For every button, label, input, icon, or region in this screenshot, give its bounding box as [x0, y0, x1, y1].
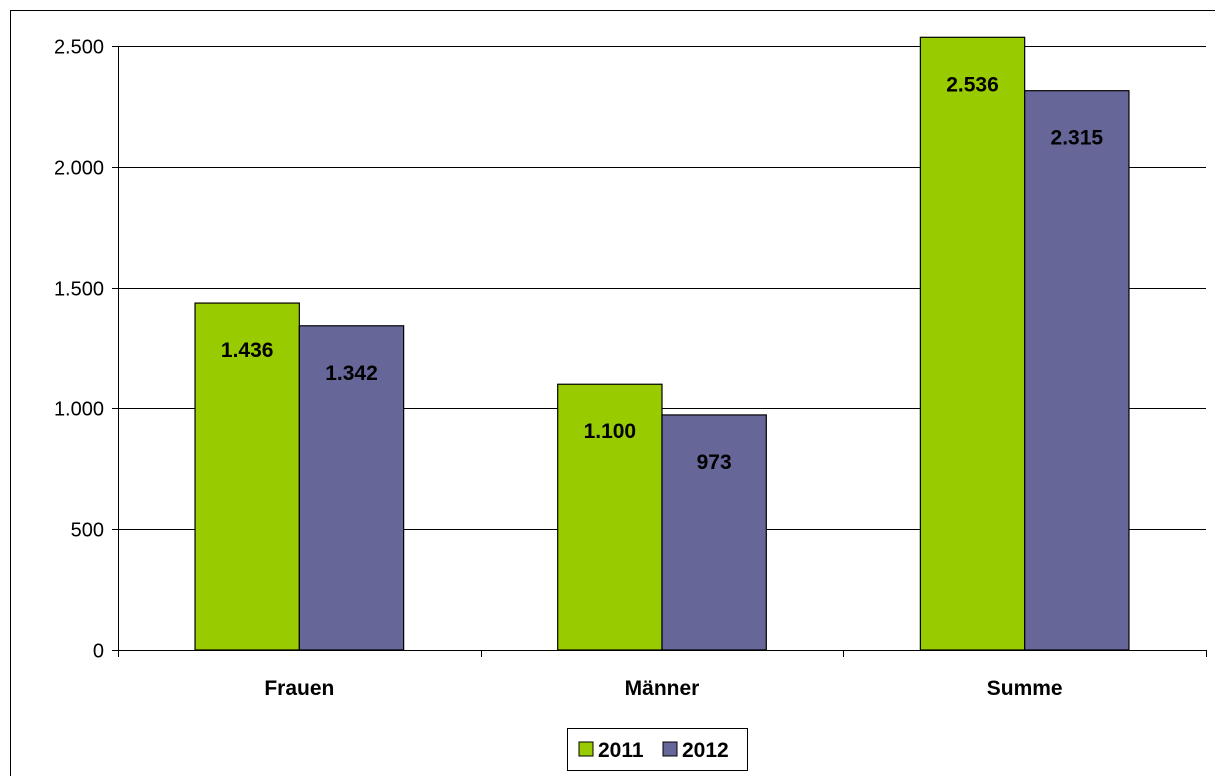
- x-category-label: Männer: [625, 677, 700, 700]
- data-label: 1.342: [325, 362, 378, 385]
- data-label: 973: [697, 451, 732, 474]
- bar-2011-2: [920, 37, 1024, 650]
- y-tick-label: 1.500: [54, 279, 104, 301]
- data-label: 2.536: [946, 73, 999, 96]
- legend-swatch: [579, 742, 593, 756]
- legend-label: 2012: [682, 739, 729, 762]
- bar-2012-2: [1025, 91, 1129, 650]
- y-tick-label: 0: [93, 641, 104, 663]
- legend: 2011 2012: [568, 729, 748, 771]
- x-category-label: Summe: [987, 677, 1063, 700]
- y-tick-label: 2.000: [54, 158, 104, 180]
- legend-label: 2011: [598, 739, 644, 762]
- legend-swatch: [663, 742, 677, 756]
- y-tick-label: 2.500: [54, 37, 104, 59]
- x-category-label: Frauen: [264, 677, 334, 700]
- data-label: 2.315: [1051, 127, 1104, 150]
- data-label: 1.436: [221, 339, 274, 362]
- y-tick-label: 1.000: [54, 399, 104, 421]
- y-tick-label: 500: [71, 520, 104, 542]
- data-label: 1.100: [584, 420, 637, 443]
